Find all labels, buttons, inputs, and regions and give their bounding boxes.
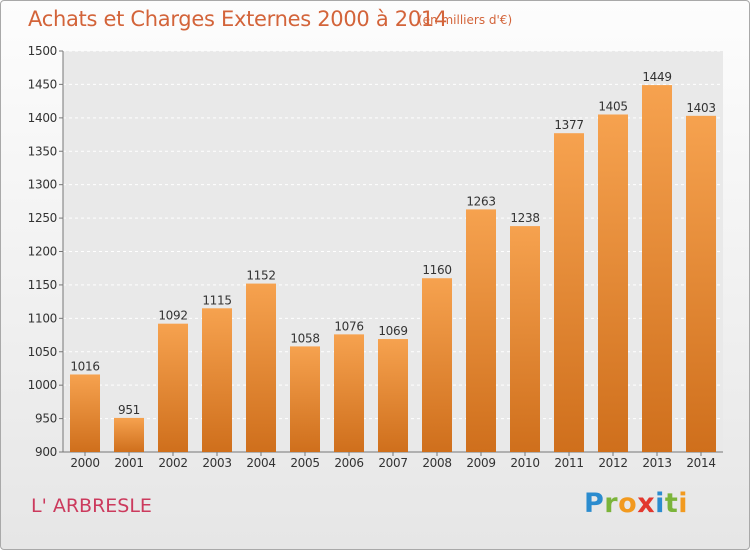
data-label: 1403: [686, 101, 715, 115]
bar: [114, 417, 144, 452]
data-label: 1160: [422, 263, 451, 277]
y-tick-label: 1400: [28, 111, 57, 125]
x-tick-label: 2002: [158, 456, 187, 470]
x-tick-label: 2012: [598, 456, 627, 470]
bar: [158, 323, 188, 452]
data-label: 1263: [466, 194, 495, 208]
data-label: 1016: [70, 359, 99, 373]
y-tick-label: 1100: [28, 311, 57, 325]
data-label: 1377: [554, 118, 583, 132]
logo-letter: i: [678, 488, 689, 519]
bar: [642, 85, 672, 453]
y-tick-label: 1500: [28, 44, 57, 58]
bar: [466, 209, 496, 452]
x-tick-label: 2009: [466, 456, 495, 470]
y-tick-label: 1200: [28, 245, 57, 259]
proxiti-logo: Proxiti: [584, 488, 688, 519]
x-tick-label: 2003: [202, 456, 231, 470]
data-label: 1152: [246, 269, 275, 283]
y-tick-label: 1300: [28, 178, 57, 192]
bar: [202, 308, 232, 452]
y-tick-label: 900: [35, 445, 57, 459]
bar: [378, 339, 408, 452]
data-label: 1058: [290, 331, 319, 345]
data-label: 1405: [598, 99, 627, 113]
y-tick-label: 1000: [28, 378, 57, 392]
bar: [510, 226, 540, 452]
bar: [422, 278, 452, 452]
x-tick-label: 2000: [70, 456, 99, 470]
bar: [334, 334, 364, 452]
x-tick-label: 2014: [686, 456, 715, 470]
y-tick-label: 1250: [28, 211, 57, 225]
bar: [70, 374, 100, 452]
logo-letter: o: [618, 488, 638, 519]
data-label: 951: [118, 403, 140, 417]
chart-subtitle: (en milliers d'€): [418, 13, 513, 27]
bar: [290, 346, 320, 452]
chart-title: Achats et Charges Externes 2000 à 2014: [28, 7, 448, 31]
logo-letter: i: [655, 488, 665, 519]
x-tick-label: 2010: [510, 456, 539, 470]
x-tick-label: 2004: [246, 456, 275, 470]
data-label: 1238: [510, 211, 539, 225]
logo-letter: P: [584, 488, 605, 519]
data-label: 1449: [642, 70, 671, 84]
y-tick-label: 1450: [28, 77, 57, 91]
y-tick-label: 1050: [28, 345, 57, 359]
x-tick-label: 2008: [422, 456, 451, 470]
y-tick-label: 1150: [28, 278, 57, 292]
x-tick-label: 2007: [378, 456, 407, 470]
place-name: L' ARBRESLE: [31, 495, 152, 517]
data-label: 1115: [202, 293, 231, 307]
x-tick-label: 2001: [114, 456, 143, 470]
bar: [686, 115, 716, 452]
logo-letter: x: [637, 488, 656, 519]
y-tick-label: 1350: [28, 144, 57, 158]
bar: [554, 133, 584, 452]
x-tick-label: 2013: [642, 456, 671, 470]
x-tick-label: 2011: [554, 456, 583, 470]
y-tick-label: 950: [35, 412, 57, 426]
bar: [246, 283, 276, 452]
logo-letter: t: [664, 488, 679, 519]
data-label: 1076: [334, 319, 363, 333]
x-tick-label: 2006: [334, 456, 363, 470]
x-tick-label: 2005: [290, 456, 319, 470]
data-label: 1069: [378, 324, 407, 338]
bar: [598, 114, 628, 452]
logo-letter: r: [604, 488, 619, 519]
data-label: 1092: [158, 309, 187, 323]
